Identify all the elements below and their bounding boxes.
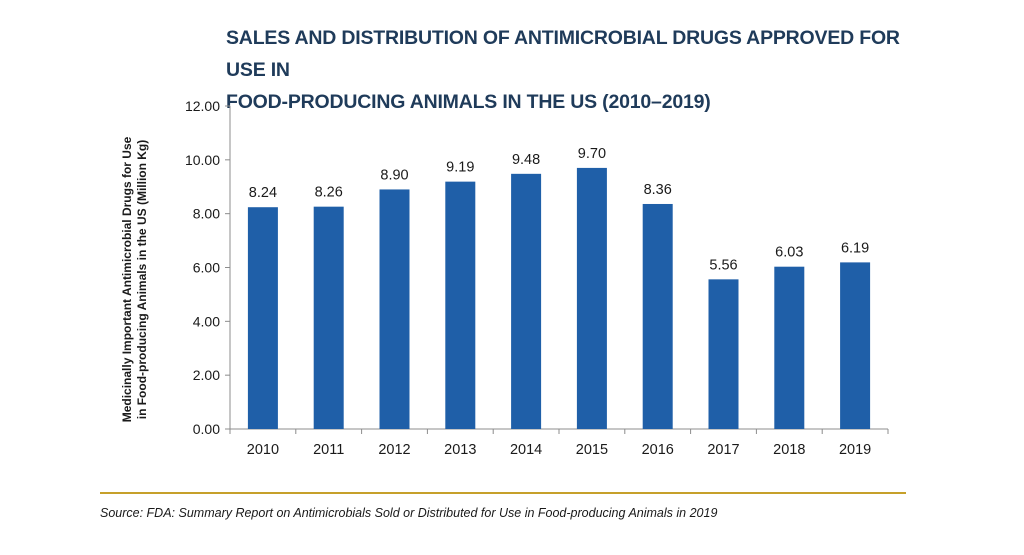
data-label: 9.19 <box>446 160 474 176</box>
bar <box>313 206 344 429</box>
y-tick-label: 6.00 <box>193 260 220 276</box>
y-tick-label: 10.00 <box>185 152 220 168</box>
x-tick-label: 2019 <box>839 442 871 458</box>
y-tick-label: 4.00 <box>193 313 220 329</box>
x-tick-label: 2018 <box>773 442 805 458</box>
x-tick-label: 2010 <box>247 442 279 458</box>
data-label: 6.19 <box>841 240 869 256</box>
source-divider <box>100 492 906 494</box>
bar <box>840 262 871 429</box>
data-label: 8.24 <box>249 185 277 201</box>
y-tick-label: 0.00 <box>193 421 220 437</box>
chart-title: SALES AND DISTRIBUTION OF ANTIMICROBIAL … <box>226 22 926 118</box>
data-label: 8.26 <box>315 185 343 201</box>
x-tick-label: 2015 <box>576 442 608 458</box>
bar <box>642 203 673 429</box>
data-label: 9.48 <box>512 152 540 168</box>
x-tick-label: 2017 <box>707 442 739 458</box>
chart-title-line-2: FOOD-PRODUCING ANIMALS IN THE US (2010–2… <box>226 91 711 113</box>
x-tick-label: 2011 <box>313 442 344 458</box>
bar <box>708 279 739 429</box>
y-tick-label: 8.00 <box>193 206 220 222</box>
y-axis-label-line: Medicinally Important Antimicrobial Drug… <box>120 136 134 422</box>
bar <box>576 167 607 430</box>
bar <box>247 207 278 429</box>
bar <box>511 173 542 429</box>
source-note: Source: FDA: Summary Report on Antimicro… <box>100 506 718 520</box>
bar <box>379 189 410 429</box>
y-axis-label-line: in Food-producing Animals in the US (Mil… <box>135 140 149 420</box>
data-label: 8.90 <box>380 167 408 183</box>
x-tick-label: 2016 <box>642 442 674 458</box>
y-tick-label: 2.00 <box>193 367 220 383</box>
bar <box>445 181 476 429</box>
data-label: 8.36 <box>644 182 672 198</box>
x-tick-label: 2014 <box>510 442 542 458</box>
bar <box>774 266 805 429</box>
y-tick-label: 12.00 <box>185 98 220 114</box>
x-tick-label: 2012 <box>378 442 410 458</box>
data-label: 9.70 <box>578 146 606 162</box>
y-axis-label: Medicinally Important Antimicrobial Drug… <box>120 136 149 422</box>
data-label: 6.03 <box>775 245 803 261</box>
data-label: 5.56 <box>709 257 737 273</box>
chart-title-line-1: SALES AND DISTRIBUTION OF ANTIMICROBIAL … <box>226 27 900 81</box>
x-tick-label: 2013 <box>444 442 476 458</box>
